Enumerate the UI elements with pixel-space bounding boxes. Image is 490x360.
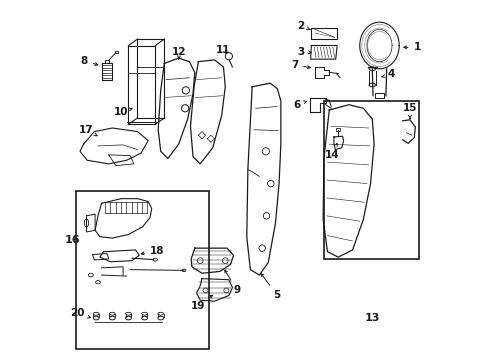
Text: 5: 5 [261,274,281,301]
Text: 3: 3 [297,46,311,57]
Text: 13: 13 [365,313,380,323]
Text: 6: 6 [294,100,307,110]
Bar [76,191,209,348]
Text: 4: 4 [382,69,395,79]
Text: 1: 1 [404,42,421,52]
Text: 14: 14 [324,143,339,160]
Bar [324,101,419,259]
Text: 16: 16 [64,235,80,245]
Text: 7: 7 [291,60,310,70]
Bar [375,93,384,98]
Text: 15: 15 [403,103,417,118]
Text: 8: 8 [81,56,98,66]
Text: 17: 17 [79,125,97,136]
Bar [336,128,341,131]
Text: 19: 19 [191,295,213,311]
Text: 10: 10 [114,107,132,117]
Bar [105,60,109,63]
Text: 9: 9 [225,270,241,296]
Text: 2: 2 [297,21,310,31]
Text: 12: 12 [172,46,187,59]
Text: 11: 11 [216,45,231,55]
Bar [115,50,119,53]
Text: 20: 20 [70,308,91,318]
Text: 18: 18 [141,246,164,256]
